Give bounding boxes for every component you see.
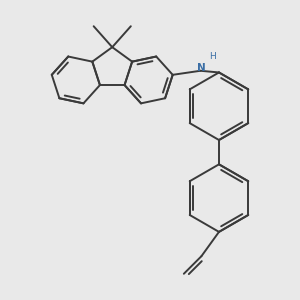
- Text: H: H: [209, 52, 215, 61]
- Text: N: N: [197, 63, 206, 73]
